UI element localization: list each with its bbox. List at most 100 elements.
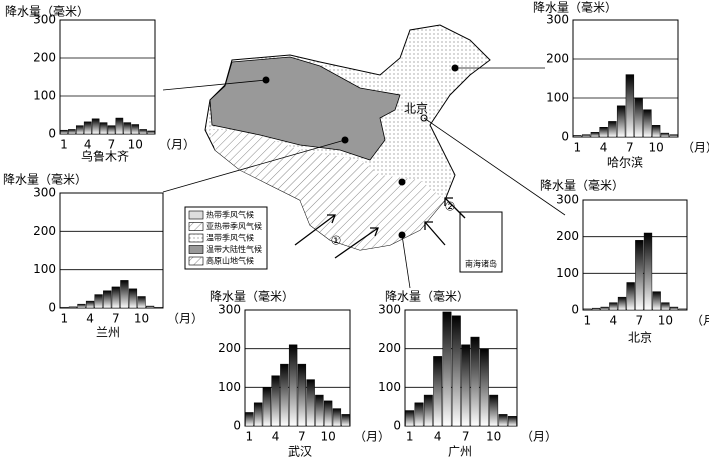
plot-frame <box>59 192 164 309</box>
bar <box>405 410 415 427</box>
y-tick-label: 0 <box>233 419 241 433</box>
bar <box>107 125 116 135</box>
city-dot <box>398 178 406 186</box>
x-tick-label: 10 <box>486 430 501 444</box>
y-tick-label: 300 <box>556 193 579 207</box>
south-sea-inset <box>459 211 503 273</box>
map: 南海诸岛 北京 ① ② 热带季风气候亚热带季风气候温带季风气候温带大陆性气候高原… <box>162 24 566 289</box>
bar <box>433 356 443 427</box>
bar <box>94 294 103 309</box>
bar <box>297 363 307 427</box>
bar <box>581 134 591 138</box>
bar <box>323 400 333 427</box>
precipitation-chart: 降水量（毫米） 0 100 200 300 1 4 7 10 （月） 哈尔滨 <box>533 0 709 170</box>
bar <box>128 288 138 309</box>
x-axis-label: （月） <box>354 430 390 444</box>
chart-title: 降水量（毫米） <box>385 289 469 304</box>
city-label: 北京 <box>628 331 652 345</box>
plateau-region <box>210 130 445 250</box>
precipitation-chart: 降水量（毫米） 0 100 200 300 1 4 7 10 （月） 乌鲁木齐 <box>5 4 195 164</box>
x-tick-label: 4 <box>84 138 92 152</box>
bar <box>643 232 653 311</box>
leader-lines <box>162 67 566 289</box>
bar <box>507 416 517 427</box>
bar <box>489 394 499 427</box>
bar <box>306 379 315 427</box>
bar <box>451 315 461 427</box>
legend-label: 温带季风气候 <box>206 233 254 243</box>
bar <box>85 300 95 309</box>
x-tick-label: 10 <box>128 138 143 152</box>
x-tick-label: 1 <box>60 312 68 326</box>
bar <box>591 307 601 311</box>
bar <box>634 97 643 138</box>
bar <box>262 387 272 427</box>
bar <box>651 125 661 138</box>
y-tick-label: 300 <box>378 303 401 317</box>
x-axis-label: （月） <box>521 430 557 444</box>
y-tick-label: 300 <box>546 13 569 27</box>
bar <box>68 306 77 309</box>
x-tick-label: 1 <box>584 314 592 328</box>
bar <box>60 129 68 135</box>
bar <box>115 117 124 135</box>
x-tick-label: 4 <box>86 312 94 326</box>
x-tick-label: 7 <box>108 138 116 152</box>
y-tick-label: 100 <box>378 380 401 394</box>
bar <box>111 286 120 309</box>
bar <box>68 129 76 135</box>
x-tick-label: 4 <box>272 430 280 444</box>
chart-title: 降水量（毫米） <box>533 0 617 15</box>
bar <box>271 375 280 427</box>
bar <box>75 125 84 135</box>
bar <box>91 118 100 135</box>
chart-title: 降水量（毫米） <box>3 172 87 187</box>
y-tick-label: 200 <box>556 229 579 243</box>
bar <box>590 132 600 138</box>
bar <box>423 394 433 427</box>
x-tick-label: 1 <box>574 141 582 155</box>
bar <box>617 296 627 311</box>
bar <box>609 302 618 311</box>
legend-label: 热带季风气候 <box>206 210 254 220</box>
y-tick-label: 0 <box>561 130 569 144</box>
south-sea-label: 南海诸岛 <box>465 259 497 269</box>
bar <box>332 408 342 427</box>
x-axis-label: （月） <box>159 138 195 152</box>
x-axis-label: （月） <box>682 141 709 155</box>
bar <box>131 124 140 135</box>
y-tick-label: 200 <box>546 52 569 66</box>
bar <box>123 122 132 135</box>
x-tick-label: 4 <box>434 430 442 444</box>
bar <box>498 414 508 427</box>
y-tick-label: 200 <box>33 51 56 65</box>
chart-title: 降水量（毫米） <box>540 178 624 193</box>
x-tick-label: 7 <box>298 430 306 444</box>
bar <box>583 308 592 311</box>
bar <box>77 303 86 309</box>
continental-region <box>209 56 401 161</box>
y-tick-label: 100 <box>33 89 56 103</box>
x-tick-label: 10 <box>134 312 149 326</box>
bar <box>103 290 112 309</box>
city-dot <box>420 114 428 122</box>
chart-title: 降水量（毫米） <box>5 4 89 19</box>
y-tick-label: 0 <box>48 301 56 315</box>
bar <box>643 109 652 138</box>
x-axis-label: （月） <box>691 314 709 328</box>
bar <box>442 311 452 427</box>
legend-label: 高原山地气候 <box>206 256 254 266</box>
chart-title: 降水量（毫米） <box>210 289 294 304</box>
legend-swatch <box>188 245 204 254</box>
bar <box>60 306 69 309</box>
bar <box>83 121 92 135</box>
bar <box>137 296 146 309</box>
y-tick-label: 200 <box>378 341 401 355</box>
bar <box>599 127 608 138</box>
route-mark: ② <box>445 200 456 214</box>
plot-frame <box>572 19 679 138</box>
bar <box>461 344 471 427</box>
x-tick-label: 7 <box>112 312 120 326</box>
